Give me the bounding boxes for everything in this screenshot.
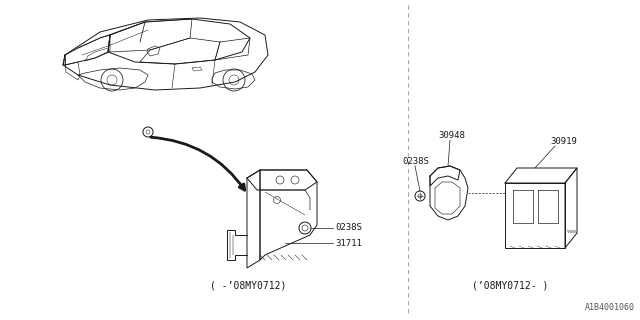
Text: A1B4001060: A1B4001060 (585, 303, 635, 312)
Text: 0238S: 0238S (402, 156, 429, 165)
Text: 30948: 30948 (438, 132, 465, 140)
Text: 0238S: 0238S (335, 223, 362, 233)
Text: ( -’08MY0712): ( -’08MY0712) (210, 280, 286, 290)
Text: 31711: 31711 (335, 238, 362, 247)
Text: (’08MY0712- ): (’08MY0712- ) (472, 280, 548, 290)
Text: 30919: 30919 (550, 138, 577, 147)
